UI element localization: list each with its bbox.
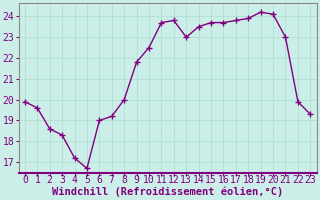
X-axis label: Windchill (Refroidissement éolien,°C): Windchill (Refroidissement éolien,°C): [52, 187, 283, 197]
